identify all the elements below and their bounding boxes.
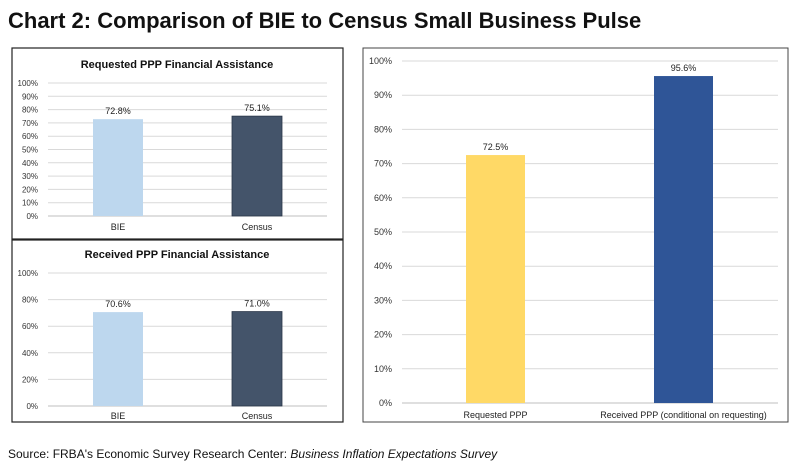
y-tick-label: 100%	[18, 269, 38, 278]
data-label: 72.8%	[105, 106, 131, 116]
y-tick-label: 0%	[26, 212, 38, 221]
y-tick-label: 40%	[22, 349, 38, 358]
y-tick-label: 50%	[22, 146, 38, 155]
data-label: 72.5%	[483, 142, 509, 152]
y-tick-label: 90%	[22, 92, 38, 101]
y-tick-label: 20%	[22, 185, 38, 194]
y-tick-label: 10%	[374, 364, 392, 374]
y-tick-label: 30%	[374, 295, 392, 305]
y-tick-label: 50%	[374, 227, 392, 237]
panel-comparison-border	[362, 47, 789, 423]
y-tick-label: 40%	[374, 261, 392, 271]
chart-title-requested: Requested PPP Financial Assistance	[81, 59, 274, 71]
source-survey-name: Business Inflation Expectations Survey	[290, 447, 498, 461]
x-category-label: BIE	[111, 222, 126, 232]
figure-title: Chart 2: Comparison of BIE to Census Sma…	[8, 8, 641, 33]
y-tick-label: 20%	[374, 330, 392, 340]
bar-received-ppp-conditional-on-requesting-	[654, 76, 713, 403]
y-tick-label: 60%	[22, 132, 38, 141]
data-label: 75.1%	[244, 103, 270, 113]
x-category-label: Census	[242, 411, 273, 421]
bar-requested-ppp	[466, 155, 525, 403]
data-label: 70.6%	[105, 299, 131, 309]
y-tick-label: 80%	[374, 124, 392, 134]
panel-requested-border	[11, 47, 344, 240]
x-category-label: Received PPP (conditional on requesting)	[600, 410, 766, 420]
y-tick-label: 0%	[379, 398, 392, 408]
data-label: 95.6%	[671, 63, 697, 73]
y-tick-label: 30%	[22, 172, 38, 181]
x-category-label: BIE	[111, 411, 126, 421]
y-tick-label: 70%	[374, 159, 392, 169]
y-tick-label: 60%	[22, 322, 38, 331]
y-tick-label: 10%	[22, 199, 38, 208]
y-tick-label: 100%	[369, 56, 392, 66]
y-tick-label: 0%	[26, 402, 38, 411]
panel-received-border	[11, 239, 344, 423]
source-prefix: Source: FRBA's Economic Survey Research …	[8, 447, 290, 461]
y-tick-label: 90%	[374, 90, 392, 100]
x-category-label: Census	[242, 222, 273, 232]
y-tick-label: 80%	[22, 296, 38, 305]
y-tick-label: 70%	[22, 119, 38, 128]
y-tick-label: 80%	[22, 106, 38, 115]
bar-census	[231, 115, 283, 217]
x-category-label: Requested PPP	[463, 410, 527, 420]
data-label: 71.0%	[244, 299, 270, 309]
bar-bie	[93, 312, 143, 406]
y-tick-label: 100%	[18, 79, 38, 88]
bar-census	[231, 311, 283, 407]
y-tick-label: 40%	[22, 159, 38, 168]
source-note: Source: FRBA's Economic Survey Research …	[8, 447, 498, 461]
chart-title-received: Received PPP Financial Assistance	[85, 249, 270, 261]
y-tick-label: 20%	[22, 375, 38, 384]
y-tick-label: 60%	[374, 193, 392, 203]
bar-bie	[93, 119, 143, 216]
